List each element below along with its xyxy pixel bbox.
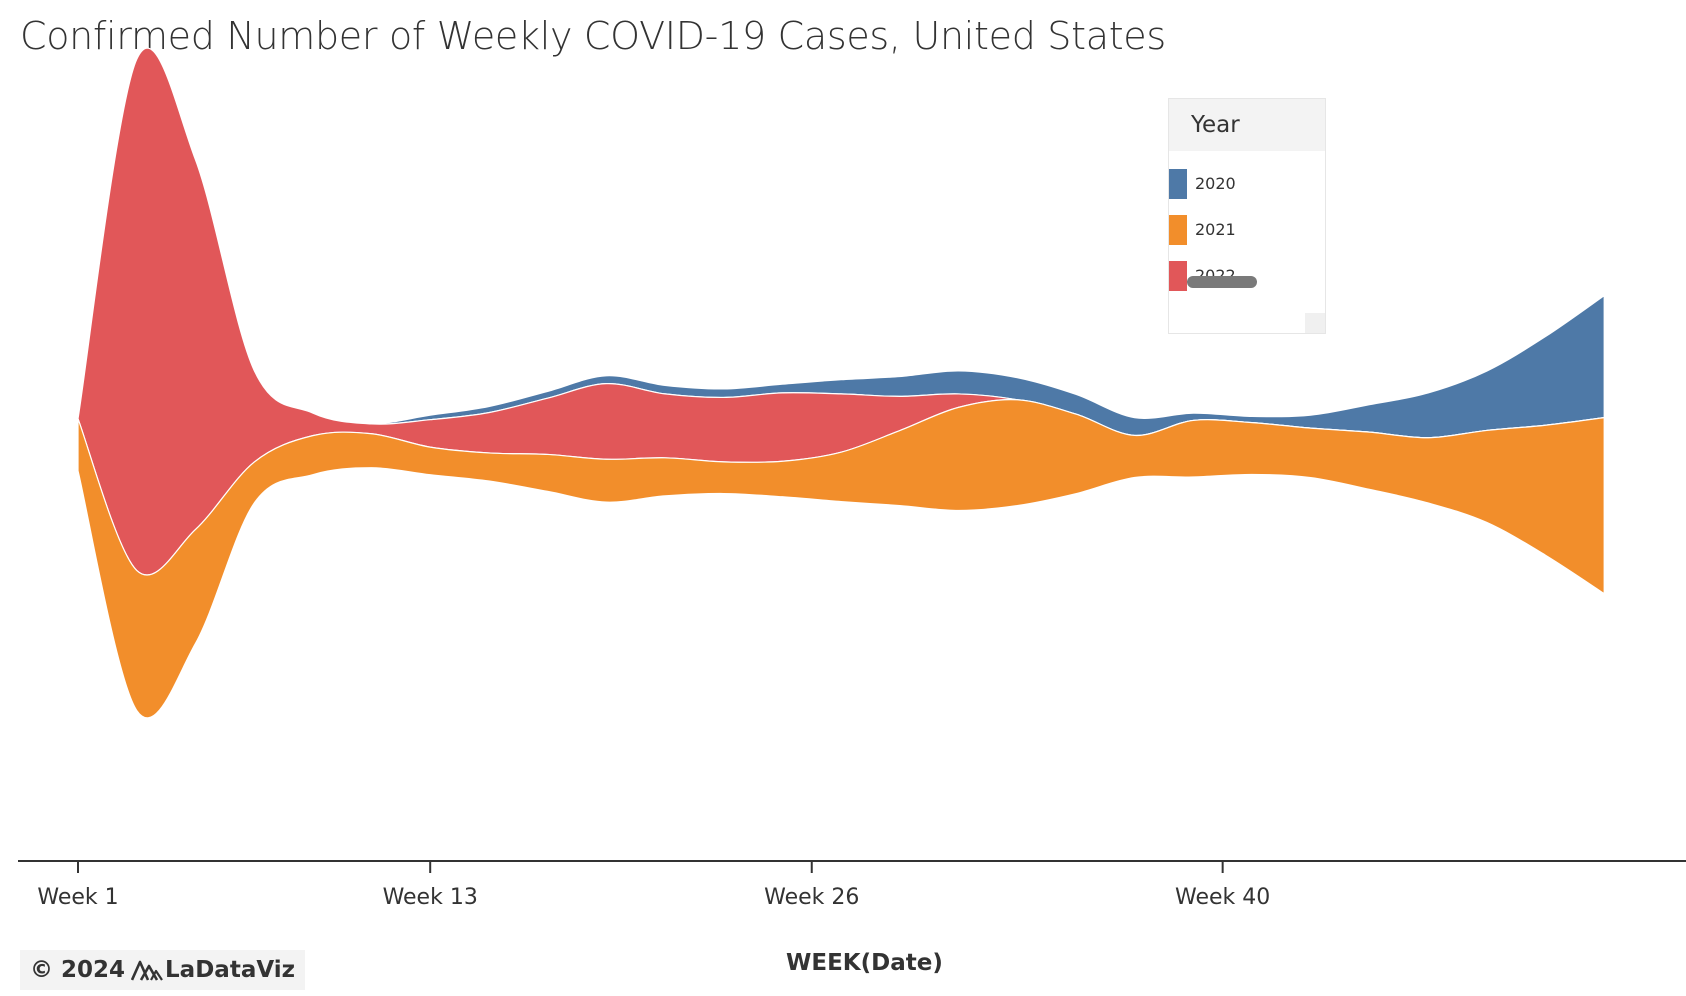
copyright-text: © 2024 [30, 957, 126, 983]
legend-label-2021: 2021 [1195, 220, 1236, 239]
x-tick-label-0: Week 1 [37, 885, 118, 910]
x-tick-label-2: Week 26 [764, 885, 859, 910]
legend-swatch-2021 [1169, 215, 1187, 245]
legend-resize-handle[interactable] [1305, 313, 1325, 333]
legend-swatch-2020 [1169, 169, 1187, 199]
credit-badge: © 2024 LaDataViz [20, 950, 306, 990]
legend-item-2021[interactable]: 2021 [1169, 215, 1325, 245]
x-axis-ticks: Week 1 Week 13 Week 26 Week 40 [37, 861, 1270, 910]
x-tick-label-1: Week 13 [383, 885, 478, 910]
chart-title: Confirmed Number of Weekly COVID-19 Case… [20, 14, 1166, 58]
area-2021[interactable] [77, 398, 1605, 719]
legend-item-2020[interactable]: 2020 [1169, 169, 1325, 199]
stream-areas [77, 47, 1605, 719]
brand-name: LaDataViz [165, 957, 296, 983]
legend[interactable]: Year 2020 2021 2022 [1168, 98, 1326, 334]
legend-swatch-2022 [1169, 261, 1187, 291]
mountain-logo-icon [130, 960, 163, 981]
x-axis-title: WEEK(Date) [786, 950, 943, 976]
area-2020[interactable] [77, 47, 1605, 439]
legend-scrollbar[interactable] [1187, 276, 1257, 288]
x-tick-label-3: Week 40 [1175, 885, 1270, 910]
legend-title: Year [1169, 99, 1325, 151]
legend-label-2020: 2020 [1195, 174, 1236, 193]
